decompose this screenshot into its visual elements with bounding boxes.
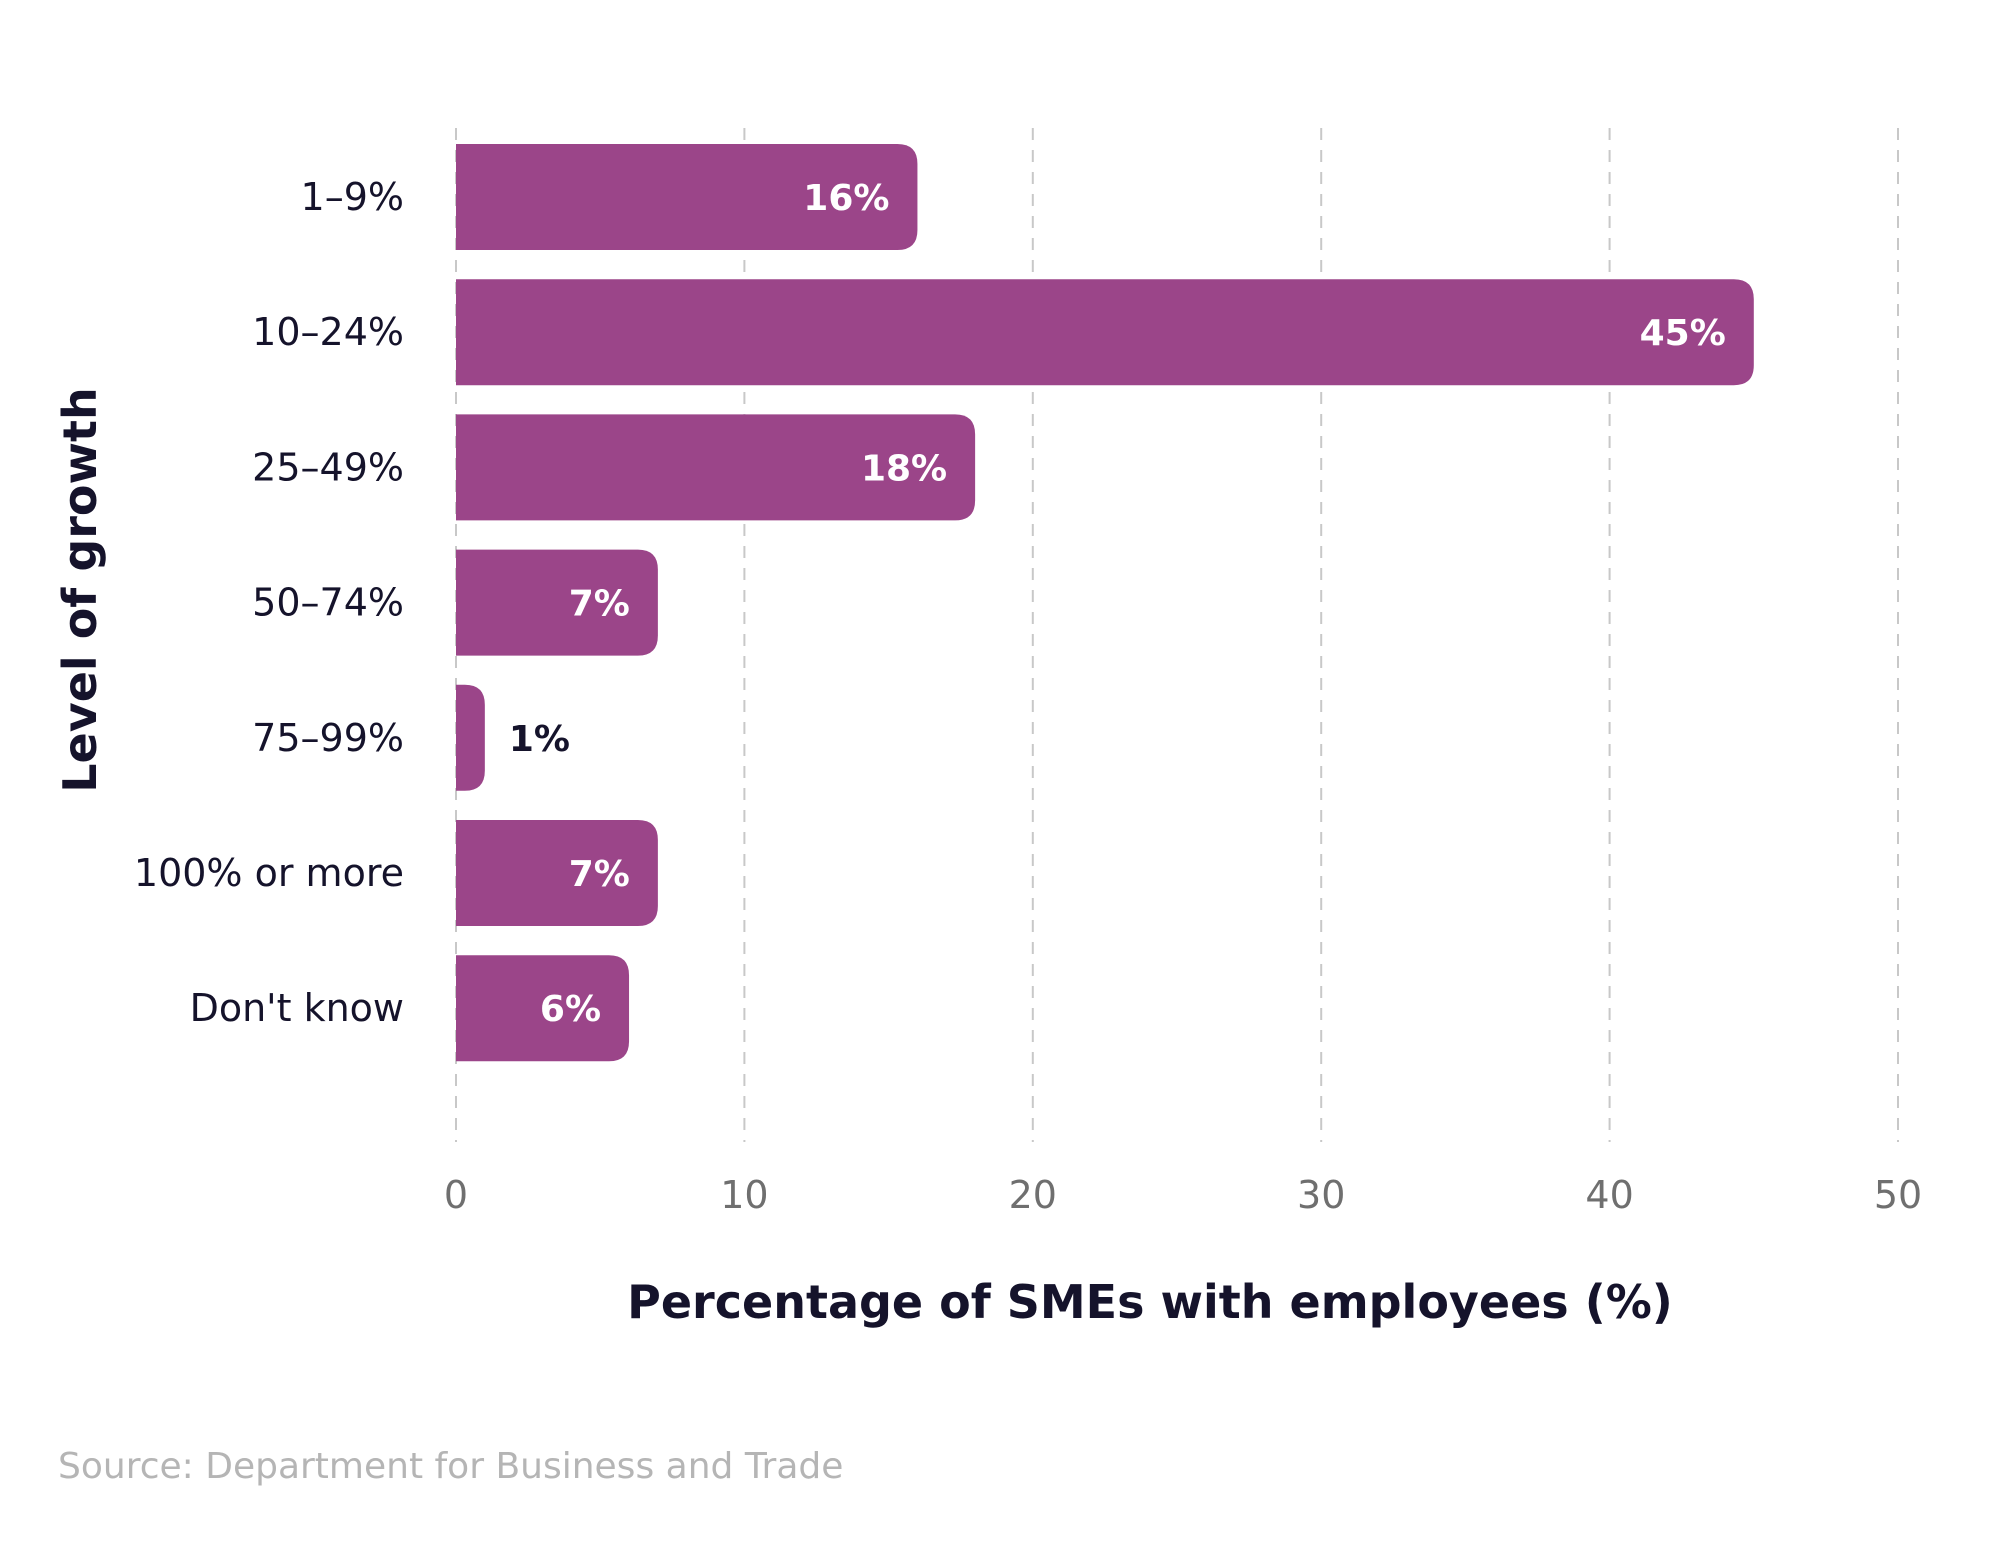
x-axis-title: Percentage of SMEs with employees (%) [627, 1275, 1673, 1329]
x-tick-label: 30 [1297, 1173, 1345, 1217]
data-label: 1% [509, 719, 570, 760]
x-tick-label: 40 [1585, 1173, 1633, 1217]
y-axis-title: Level of growth [53, 387, 107, 793]
x-tick-label: 20 [1009, 1173, 1057, 1217]
category-label: 75–99% [252, 716, 404, 760]
category-labels: 1–9% 10–24% 25–49% 50–74% 75–99% 100% or more… [134, 175, 404, 1030]
x-tick-labels: 0 10 20 30 40 50 [444, 1173, 1922, 1217]
bar [456, 820, 658, 926]
data-label: 18% [861, 448, 947, 489]
x-tick-label: 0 [444, 1173, 468, 1217]
x-tick-label: 50 [1874, 1173, 1922, 1217]
data-label: 6% [540, 989, 601, 1030]
bar [456, 549, 658, 656]
category-label: 10–24% [252, 310, 404, 354]
category-label: 25–49% [252, 445, 404, 489]
category-label: 100% or more [134, 851, 404, 895]
data-label: 45% [1640, 313, 1726, 354]
data-label: 16% [803, 178, 889, 219]
bar [456, 955, 630, 1062]
data-label: 7% [569, 854, 630, 895]
x-tick-label: 10 [720, 1173, 768, 1217]
category-label: 50–74% [252, 581, 404, 625]
source-note: Source: Department for Business and Trad… [58, 1446, 843, 1487]
category-label: Don't know [190, 986, 404, 1030]
category-label: 1–9% [301, 175, 404, 219]
data-labels: 16% 45% 18% 7% 1% 7% 6% [509, 178, 1726, 1030]
bar [456, 414, 976, 521]
data-label: 7% [569, 584, 630, 625]
bar [456, 279, 1754, 386]
bars [456, 144, 1754, 1062]
bar [456, 144, 918, 250]
bar [456, 684, 485, 791]
